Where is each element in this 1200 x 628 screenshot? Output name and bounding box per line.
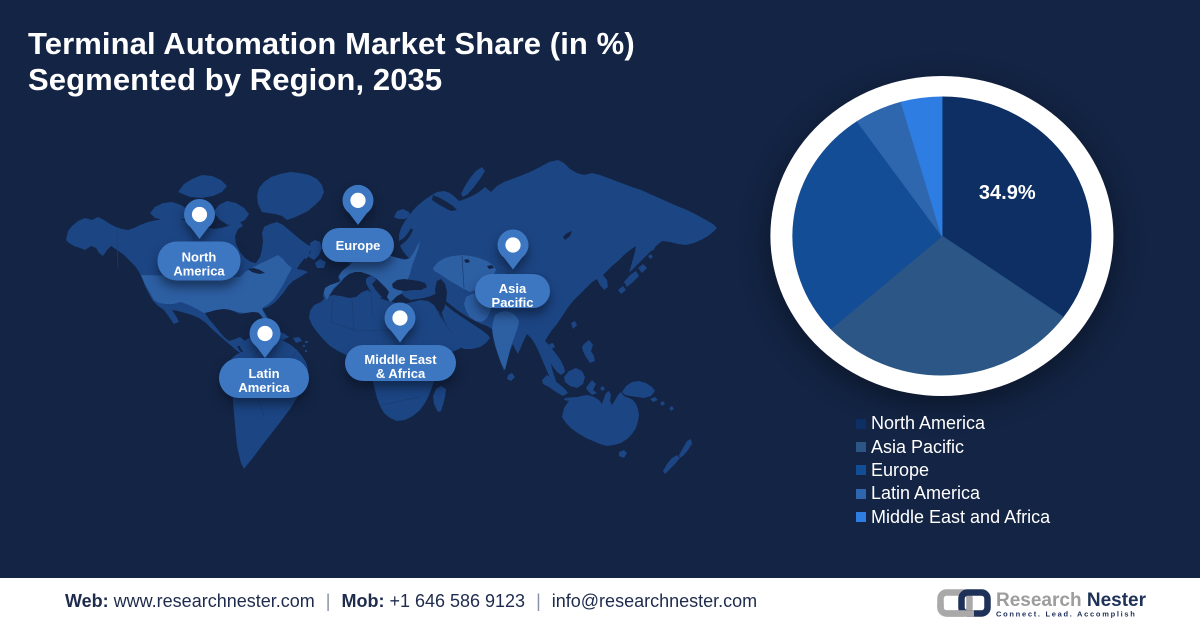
svg-text:North: North: [182, 250, 217, 265]
svg-text:America: America: [238, 380, 290, 395]
svg-text:Pacific: Pacific: [492, 295, 534, 310]
svg-text:Latin: Latin: [248, 366, 279, 381]
svg-text:Asia: Asia: [499, 281, 527, 296]
svg-text:& Africa: & Africa: [376, 366, 426, 381]
svg-text:Research Nester: Research Nester: [996, 590, 1147, 611]
svg-text:America: America: [173, 264, 225, 279]
svg-text:Europe: Europe: [336, 238, 381, 253]
svg-text:Middle East: Middle East: [364, 352, 437, 367]
svg-text:34.9%: 34.9%: [979, 182, 1036, 204]
svg-text:Connect. Lead. Accomplish: Connect. Lead. Accomplish: [996, 610, 1137, 619]
